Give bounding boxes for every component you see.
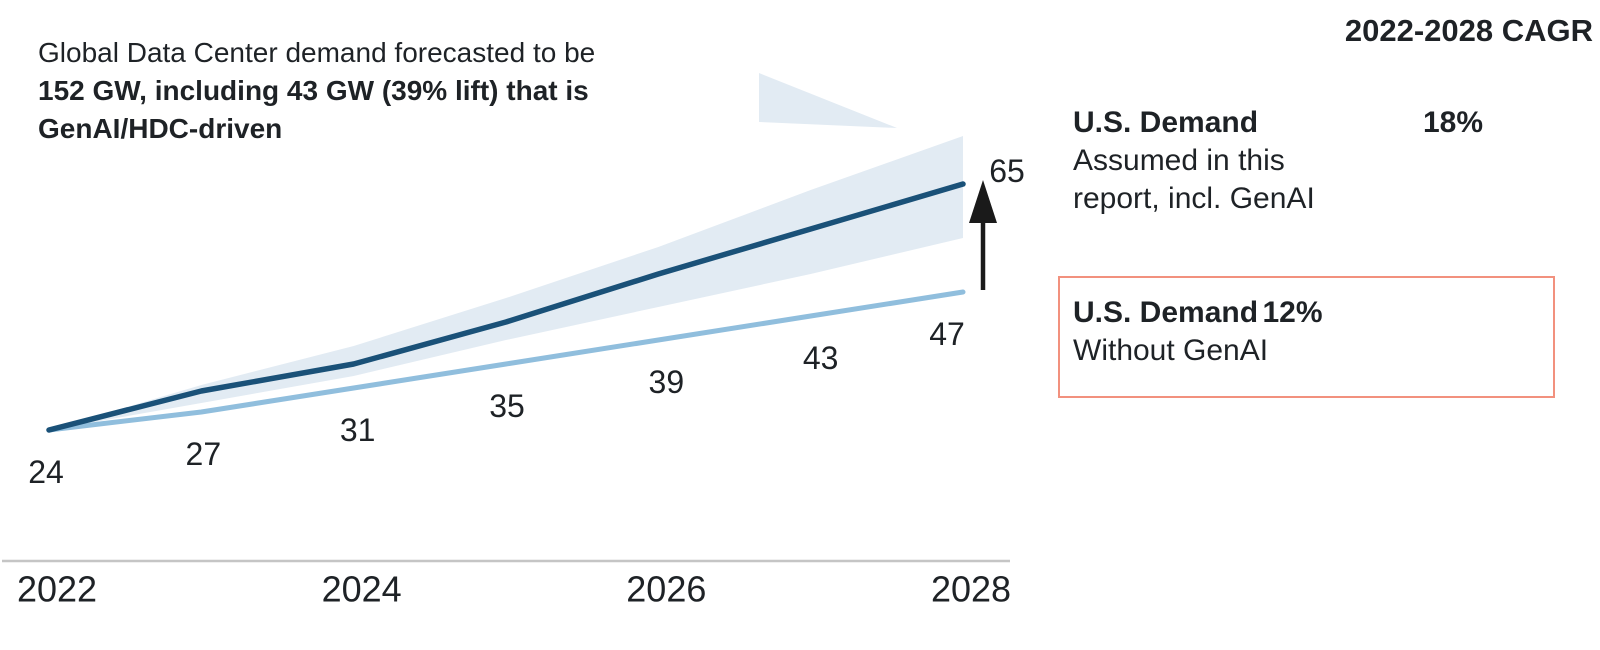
cagr-title: 2022-2028 CAGR xyxy=(1344,13,1593,48)
legend-without-genai: U.S. Demand 12% Without GenAI xyxy=(1073,294,1483,370)
year-tick-label: 2028 xyxy=(931,569,1011,610)
callout-tail xyxy=(759,73,897,128)
legend-without-genai-name: U.S. Demand xyxy=(1073,296,1259,329)
value-label-without-genai: 27 xyxy=(186,436,222,472)
value-label-without-genai: 35 xyxy=(489,388,525,424)
legend-without-genai-cagr: 12% xyxy=(1262,296,1323,329)
value-label-without-genai: 43 xyxy=(803,340,839,376)
callout-line-1: Global Data Center demand forecasted to … xyxy=(38,37,596,68)
legend-without-genai-desc-1: Without GenAI xyxy=(1073,334,1269,367)
legend-incl-genai: U.S. Demand 18% Assumed in this report, … xyxy=(1073,104,1483,218)
legend-incl-genai-desc-1: Assumed in this xyxy=(1073,144,1285,177)
legend-incl-genai-cagr: 18% xyxy=(1422,106,1483,139)
legend-incl-genai-desc-2: report, incl. GenAI xyxy=(1073,182,1315,215)
line-without-genai xyxy=(46,289,966,433)
lift-arrow-head xyxy=(969,180,997,223)
value-label-incl-genai: 65 xyxy=(989,153,1025,189)
value-label-without-genai: 31 xyxy=(340,412,376,448)
callout-line-3: GenAI/HDC-driven xyxy=(38,113,283,144)
callout-box: Global Data Center demand forecasted to … xyxy=(6,4,759,183)
value-label-without-genai: 24 xyxy=(28,454,64,490)
line-incl-genai xyxy=(46,181,966,433)
year-tick-label: 2026 xyxy=(626,569,706,610)
legend-incl-genai-name: U.S. Demand xyxy=(1073,106,1259,139)
value-label-without-genai: 47 xyxy=(929,316,965,352)
year-tick-label: 2024 xyxy=(322,569,402,610)
callout-line-2: 152 GW, including 43 GW (39% lift) that … xyxy=(38,75,589,106)
legend-without-genai-box: U.S. Demand 12% Without GenAI xyxy=(1058,276,1555,398)
year-tick-label: 2022 xyxy=(17,569,97,610)
value-label-without-genai: 39 xyxy=(649,364,685,400)
